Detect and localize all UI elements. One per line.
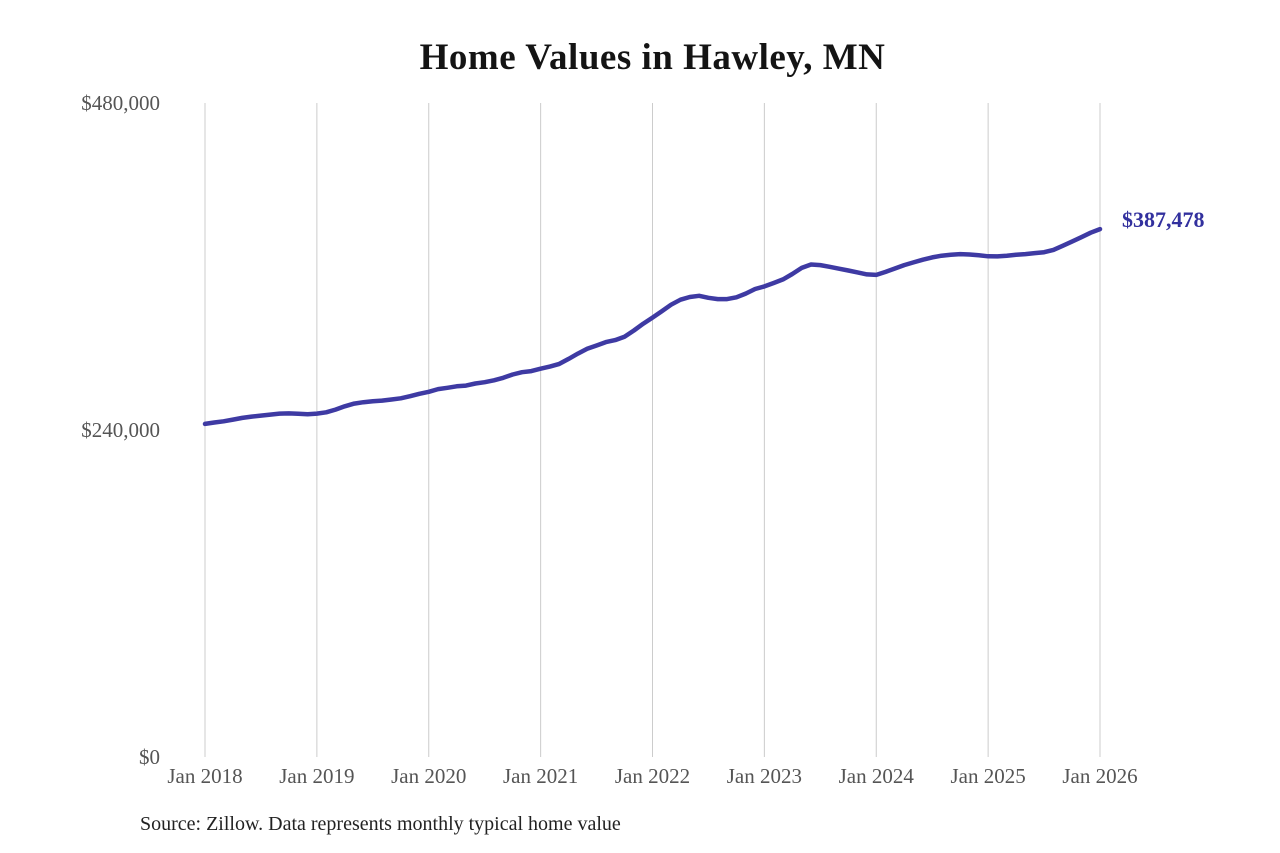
x-tick-label: Jan 2026: [1062, 764, 1137, 788]
source-note: Source: Zillow. Data represents monthly …: [140, 813, 621, 835]
y-tick-label: $480,000: [81, 91, 160, 115]
x-tick-label: Jan 2019: [279, 764, 354, 788]
home-value-line: [202, 226, 1103, 427]
x-tick-label: Jan 2025: [951, 764, 1026, 788]
x-tick-label: Jan 2020: [391, 764, 466, 788]
current-value-label: $387,478: [1122, 207, 1205, 232]
x-tick-label: Jan 2021: [503, 764, 578, 788]
x-tick-label: Jan 2018: [167, 764, 242, 788]
x-tick-label: Jan 2022: [615, 764, 690, 788]
x-tick-label: Jan 2024: [839, 764, 915, 788]
x-tick-label: Jan 2023: [727, 764, 802, 788]
y-tick-label: $0: [139, 745, 160, 769]
chart-title: Home Values in Hawley, MN: [419, 37, 886, 78]
y-tick-label: $240,000: [81, 418, 160, 442]
